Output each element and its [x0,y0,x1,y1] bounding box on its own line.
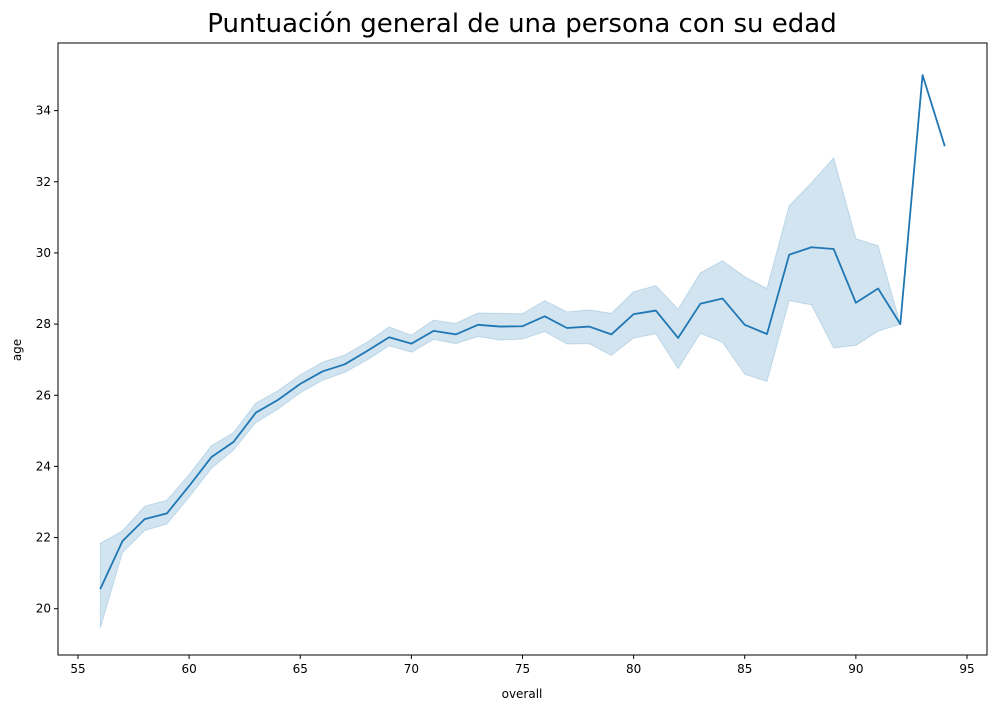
x-axis-label: overall [502,687,543,701]
x-tick-label: 90 [848,662,863,676]
x-tick-label: 80 [626,662,641,676]
chart-title: Puntuación general de una persona con su… [207,9,836,39]
x-tick-label: 75 [515,662,530,676]
x-axis-ticks: 55 60 65 70 75 80 85 90 95 [70,655,975,676]
y-tick-label: 22 [36,531,51,545]
x-tick-label: 70 [404,662,419,676]
confidence-band [99,74,946,629]
y-tick-label: 20 [36,602,51,616]
plot-area [99,74,946,629]
plot-frame [57,42,988,656]
x-tick-label: 95 [959,662,974,676]
y-tick-label: 28 [36,317,51,331]
y-axis-ticks: 20 22 24 26 28 30 32 34 [36,104,58,616]
y-tick-label: 26 [36,388,51,402]
y-tick-label: 30 [36,246,51,260]
y-tick-label: 24 [36,459,51,473]
x-tick-label: 65 [293,662,308,676]
y-tick-label: 32 [36,175,51,189]
y-axis-label: age [10,339,24,361]
x-tick-label: 55 [70,662,85,676]
y-tick-label: 34 [36,104,51,118]
x-tick-label: 85 [737,662,752,676]
mean-line [99,74,946,590]
x-tick-label: 60 [181,662,196,676]
